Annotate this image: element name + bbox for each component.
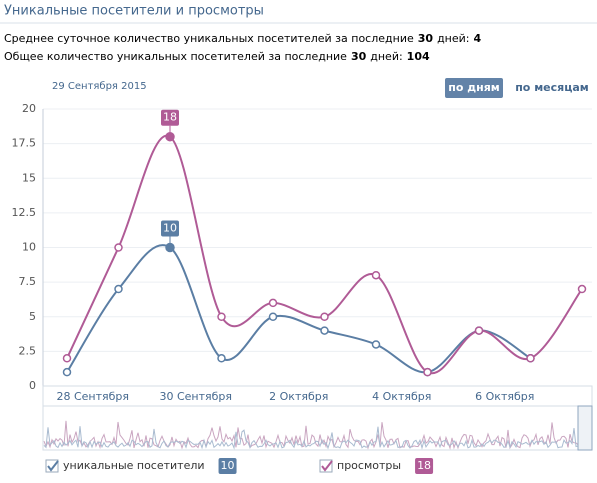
data-point (526, 354, 535, 363)
legend-check (47, 460, 59, 472)
month-button-label[interactable]: по месяцам (515, 81, 589, 94)
x-tick-label: 28 Сентября (56, 390, 129, 403)
legend-value: 10 (221, 459, 235, 472)
navigator-line (43, 426, 591, 450)
selected-date: 29 Сентября 2015 (52, 81, 147, 92)
x-tick-label: 2 Октября (269, 390, 328, 403)
y-tick-label: 2.5 (19, 344, 37, 357)
data-point (165, 242, 175, 253)
tooltip-value: 18 (163, 111, 177, 124)
stat-value: 104 (407, 50, 430, 63)
data-point (371, 270, 381, 280)
series-line (66, 134, 583, 375)
y-tick-label: 10 (22, 241, 36, 254)
legend-value: 18 (417, 459, 431, 472)
data-point (114, 284, 123, 294)
data-point (62, 367, 72, 377)
data-point (320, 312, 329, 321)
stat-unit: дней: (437, 32, 469, 45)
y-tick-label: 15 (22, 171, 36, 184)
data-point (474, 326, 484, 335)
widget-title: Уникальные посетители и просмотры (4, 4, 264, 19)
tooltip-badge (161, 109, 179, 126)
y-tick-label: 20 (22, 102, 36, 115)
stat-text: Среднее суточное количество уникальных п… (4, 32, 414, 45)
y-tick-label: 7.5 (19, 275, 37, 288)
data-point (268, 298, 278, 308)
legend-checkbox[interactable] (319, 459, 333, 473)
series-line (66, 244, 532, 374)
x-tick-label: 4 Октября (372, 390, 431, 403)
y-tick-label: 12.5 (12, 206, 37, 219)
x-tick-label: 6 Октября (475, 390, 534, 403)
data-point (268, 312, 278, 321)
stat-days: 30 (418, 32, 434, 45)
data-point (320, 326, 329, 335)
data-point (114, 243, 123, 252)
y-tick-label: 5 (29, 310, 36, 323)
y-tick-label: 17.5 (12, 137, 37, 150)
y-tick-label: 0 (29, 379, 36, 392)
data-point (371, 340, 381, 349)
tooltip-value: 10 (163, 222, 177, 235)
data-point (217, 354, 226, 363)
data-point (165, 131, 175, 142)
tooltip-badge (161, 220, 179, 237)
navigator-handle[interactable] (577, 405, 593, 451)
legend-badge (415, 458, 434, 474)
day-button[interactable] (445, 78, 503, 98)
data-point (423, 367, 432, 377)
stat-value: 4 (473, 32, 481, 45)
x-tick-label: 30 Сентября (159, 390, 232, 403)
stat-days: 30 (351, 50, 367, 63)
legend-badge (218, 458, 237, 474)
legend-label: просмотры (337, 459, 401, 472)
stat-text: Общее количество уникальных посетителей … (4, 50, 347, 63)
data-point (217, 312, 226, 321)
legend-label: уникальные посетители (63, 459, 205, 472)
stat-unit: дней: (370, 50, 402, 63)
legend-check (321, 460, 333, 472)
data-point (62, 354, 72, 363)
stat-line: Среднее суточное количество уникальных п… (4, 32, 481, 45)
data-point (577, 284, 587, 294)
stat-line: Общее количество уникальных посетителей … (4, 50, 430, 63)
day-button-label[interactable]: по дням (448, 81, 500, 94)
